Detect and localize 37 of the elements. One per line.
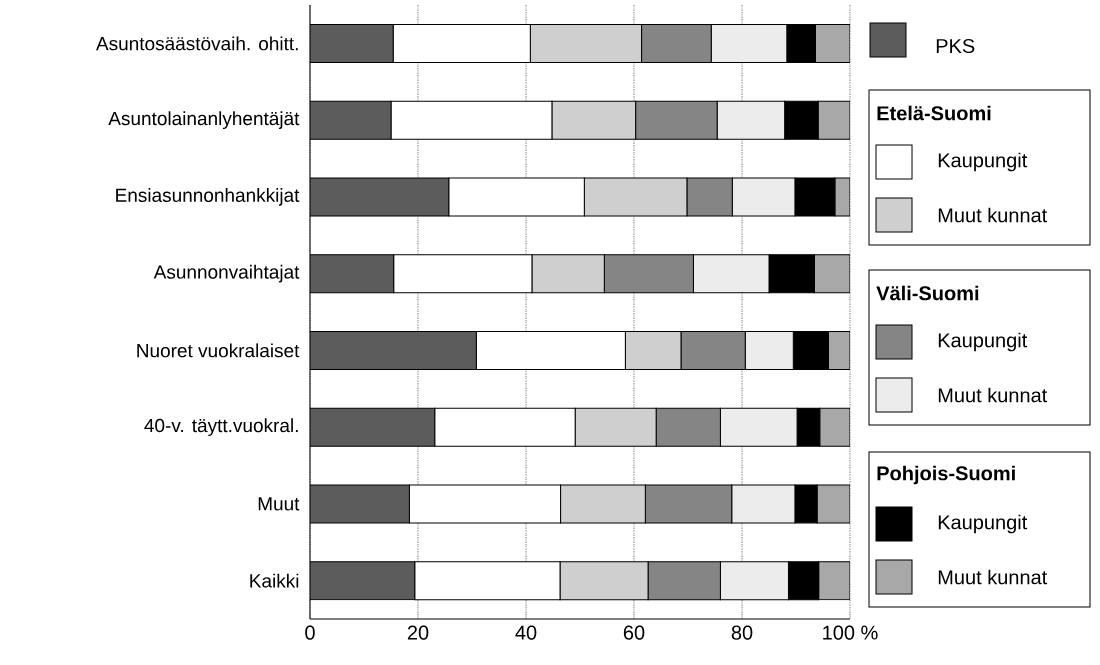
x-tick-label: 100 % bbox=[823, 625, 878, 640]
legend-label: Muut kunnat bbox=[938, 387, 1048, 403]
bar bbox=[310, 330, 477, 370]
legend-label: Muut kunnat bbox=[938, 569, 1048, 585]
bar bbox=[310, 177, 450, 217]
x-tick-label: 60 bbox=[623, 625, 645, 640]
x-tick-label: 0 bbox=[305, 625, 315, 640]
bar bbox=[310, 254, 395, 294]
bar bbox=[814, 23, 851, 63]
y-tick-label: Asuntosäästövaih. ohitt. bbox=[96, 36, 298, 51]
text: Etelä-Suomi bbox=[877, 105, 991, 121]
legend-label: Kaupungit bbox=[938, 514, 1028, 534]
y-tick-label: Ensiasunnonhankkijat bbox=[116, 188, 300, 206]
x-tick-label: 20 bbox=[407, 625, 429, 640]
bar bbox=[819, 407, 851, 447]
x-tick-label: 40 bbox=[515, 625, 537, 640]
text: Pohjois-Suomi bbox=[877, 465, 1015, 485]
y-tick-label: Asunnonvaihtajat bbox=[153, 264, 300, 283]
bar bbox=[310, 561, 416, 601]
legend-label: Kaupungit bbox=[938, 152, 1028, 172]
bar bbox=[310, 484, 410, 524]
text: Väli-Suomi bbox=[876, 285, 979, 301]
legend-label: Muut kunnat bbox=[938, 207, 1048, 223]
bar bbox=[813, 254, 851, 294]
y-tick-label: Nuoret vuokralaiset bbox=[137, 343, 300, 358]
legend-label: PKS bbox=[936, 38, 975, 54]
bar bbox=[310, 100, 392, 140]
y-tick-label: Kaikki bbox=[250, 573, 299, 588]
bar bbox=[827, 330, 851, 370]
bar bbox=[818, 561, 851, 601]
y-tick-label: Muut bbox=[258, 497, 300, 511]
bar bbox=[310, 407, 436, 447]
x-tick-label: 80 bbox=[731, 625, 753, 640]
legend-label: Kaupungit bbox=[938, 332, 1028, 352]
y-tick-label: 40-v. täytt.vuokral. bbox=[144, 418, 298, 436]
y-tick-label: Asuntolainanlyhentäjät bbox=[108, 111, 300, 129]
bar bbox=[310, 23, 394, 63]
